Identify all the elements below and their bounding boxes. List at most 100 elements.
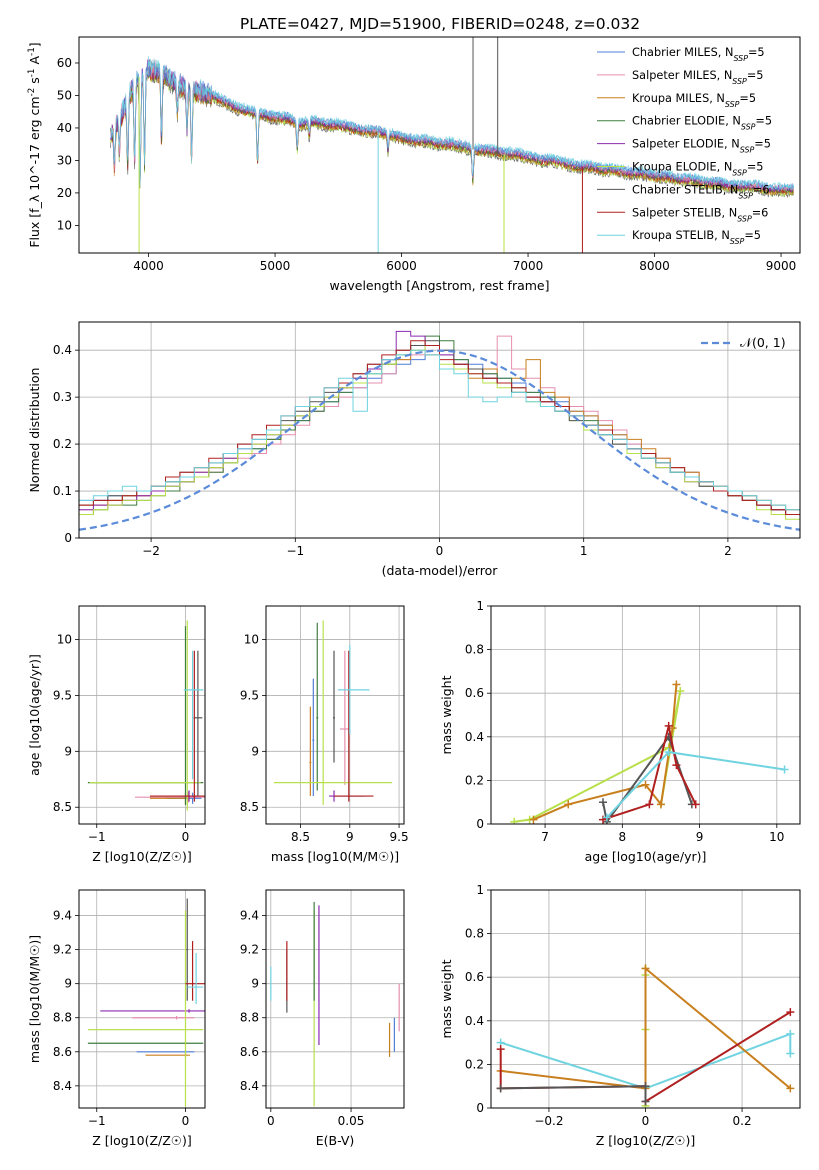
x-tick-label: 4000: [133, 259, 164, 273]
legend-label: Salpeter MILES, NSSP=5: [632, 69, 763, 86]
y-axis-label: age [log10(age/yr)]: [27, 654, 42, 776]
y-tick-label: 9: [251, 977, 259, 991]
y-tick-label: 8.8: [53, 1011, 72, 1025]
x-tick-label: 9000: [766, 259, 797, 273]
x-axis-label: Z [log10(Z/Z☉)]: [92, 849, 192, 864]
y-axis-label: mass weight: [439, 675, 454, 754]
y-tick-label: 8.5: [240, 800, 259, 814]
plot-area-weight_vs_Z: [496, 964, 795, 1108]
panel-weight_vs_Z: −0.2 0 0.2 0 0.2 0.4 0.6 0.8 1 Z [log10(Z/Z☉)] mas…: [439, 883, 801, 1148]
x-tick-label: 0: [182, 830, 190, 844]
y-tick-label: 9.2: [240, 943, 259, 957]
x-axis-label: mass [log10(M/M☉)]: [271, 849, 399, 864]
y-tick-label: 10: [57, 633, 72, 647]
panels: 4000 5000 6000 7000 8000 9000102030405060wave…: [27, 36, 801, 1148]
x-axis-label: E(B-V): [316, 1133, 355, 1148]
x-tick-label: −2: [142, 544, 160, 558]
y-tick-label: 1: [476, 883, 484, 897]
legend-label: 𝒩(0, 1): [740, 335, 786, 350]
y-tick-label: 0.4: [465, 730, 484, 744]
axes-frame: [78, 321, 801, 539]
y-tick-label: 0.4: [465, 1014, 484, 1028]
y-tick-label: 0.1: [53, 484, 72, 498]
plot-area-mass_vs_Z: [87, 898, 205, 1107]
weight-line-kroupa_stelib: [500, 1032, 792, 1090]
x-axis-label: Z [log10(Z/Z☉)]: [92, 1133, 192, 1148]
y-tick-label: 0.6: [465, 686, 484, 700]
weight-line-chabrier_stelib: [602, 734, 693, 824]
x-axis-label: age [log10(age/yr)]: [585, 849, 707, 864]
axes-frame: [490, 889, 801, 1109]
legend-label: Kroupa MILES, NSSP=5: [632, 92, 756, 109]
axes-frame: [78, 36, 801, 254]
y-tick-label: 8.6: [53, 1045, 72, 1059]
axes-frame: [265, 605, 405, 825]
x-tick-label: 0: [642, 1114, 650, 1128]
x-tick-label: 8.5: [291, 830, 310, 844]
y-tick-label: 0: [476, 817, 484, 831]
plot-area-mass_vs_ebv: [270, 901, 400, 1107]
weight-line-kroupa_miles: [500, 966, 791, 1090]
x-tick-label: 5000: [260, 259, 291, 273]
y-tick-label: 8.5: [53, 800, 72, 814]
axes-frame: [78, 889, 206, 1109]
y-tick-label: 0.4: [53, 343, 72, 357]
axes-frame: [78, 605, 206, 825]
x-tick-label: 0: [182, 1114, 190, 1128]
panel-weight_vs_age: 7 8 9 10 0 0.2 0.4 0.6 0.8 1 age [log10(age/yr)] ma…: [439, 599, 801, 864]
axes-frame: [265, 889, 405, 1109]
x-tick-label: 9.5: [390, 830, 409, 844]
legend-label: Chabrier STELIB, NSSP=6: [632, 183, 770, 200]
x-tick-label: 0: [267, 1114, 275, 1128]
y-tick-label: 0: [64, 531, 72, 545]
panel-spectrum: 4000 5000 6000 7000 8000 9000 10 20 30 40 50 60 wave…: [27, 36, 801, 293]
x-tick-label: −1: [286, 544, 304, 558]
y-tick-label: 30: [57, 153, 72, 167]
x-tick-label: 8: [619, 830, 627, 844]
axes-frame: [490, 605, 801, 825]
x-tick-label: 10: [769, 830, 784, 844]
legend-label: Kroupa STELIB, NSSP=5: [632, 229, 761, 246]
y-axis-label: Flux [f_λ 10^-17 erg cm-2 s-1 A-1]: [27, 42, 42, 247]
y-tick-label: 9: [251, 744, 259, 758]
plot-area-age_vs_mass: [273, 620, 393, 805]
y-tick-label: 10: [57, 218, 72, 232]
x-tick-label: −1: [88, 830, 106, 844]
panel-residuals: −2 −1 0 1 2 0 0.1 0.2 0.3 0.4 (data-model)/error No…: [27, 321, 801, 578]
y-tick-label: 9.4: [53, 909, 72, 923]
gaussian-curve: [79, 349, 800, 531]
y-axis-label: mass weight: [439, 959, 454, 1038]
y-tick-label: 9: [64, 977, 72, 991]
y-tick-label: 8.4: [53, 1079, 72, 1093]
y-tick-label: 1: [476, 599, 484, 613]
x-tick-label: 7: [541, 830, 549, 844]
y-tick-label: 0.2: [465, 773, 484, 787]
figure-title: PLATE=0427, MJD=51900, FIBERID=0248, z=0…: [240, 15, 640, 33]
x-tick-label: −1: [88, 1114, 106, 1128]
x-tick-label: 6000: [386, 259, 417, 273]
y-tick-label: 0.2: [53, 437, 72, 451]
spectrum-line-salpeter_miles: [110, 59, 794, 192]
y-tick-label: 10: [244, 633, 259, 647]
x-tick-label: 9: [696, 830, 704, 844]
legend-label: Salpeter ELODIE, NSSP=5: [632, 138, 771, 155]
plot-area-weight_vs_age: [510, 680, 789, 824]
plot-area-age_vs_Z: [87, 620, 205, 811]
panel-mass_vs_Z: −1 0 8.4 8.6 8.8 9 9.2 9.4 Z [log10(Z/Z☉)] mass […: [27, 889, 206, 1148]
x-tick-label: 8000: [639, 259, 670, 273]
plot-area-spectrum: [110, 37, 794, 253]
y-tick-label: 9.5: [240, 688, 259, 702]
histogram-kroupa_stelib: [79, 349, 800, 511]
x-tick-label: 7000: [513, 259, 544, 273]
x-tick-label: 0.2: [733, 1114, 752, 1128]
y-tick-label: 0.6: [465, 970, 484, 984]
x-tick-label: 9: [346, 830, 354, 844]
spectrum-line-kroupa_stelib: [110, 56, 794, 190]
panel-mass_vs_ebv: 0 0.05 8.4 8.6 8.8 9 9.2 9.4 E(B-V): [240, 889, 405, 1148]
legend-label: Chabrier MILES, NSSP=5: [632, 46, 765, 63]
y-axis-label: mass [log10(M/M☉)]: [27, 935, 42, 1063]
y-tick-label: 0.8: [465, 643, 484, 657]
x-tick-label: 0: [436, 544, 444, 558]
y-tick-label: 0.3: [53, 390, 72, 404]
